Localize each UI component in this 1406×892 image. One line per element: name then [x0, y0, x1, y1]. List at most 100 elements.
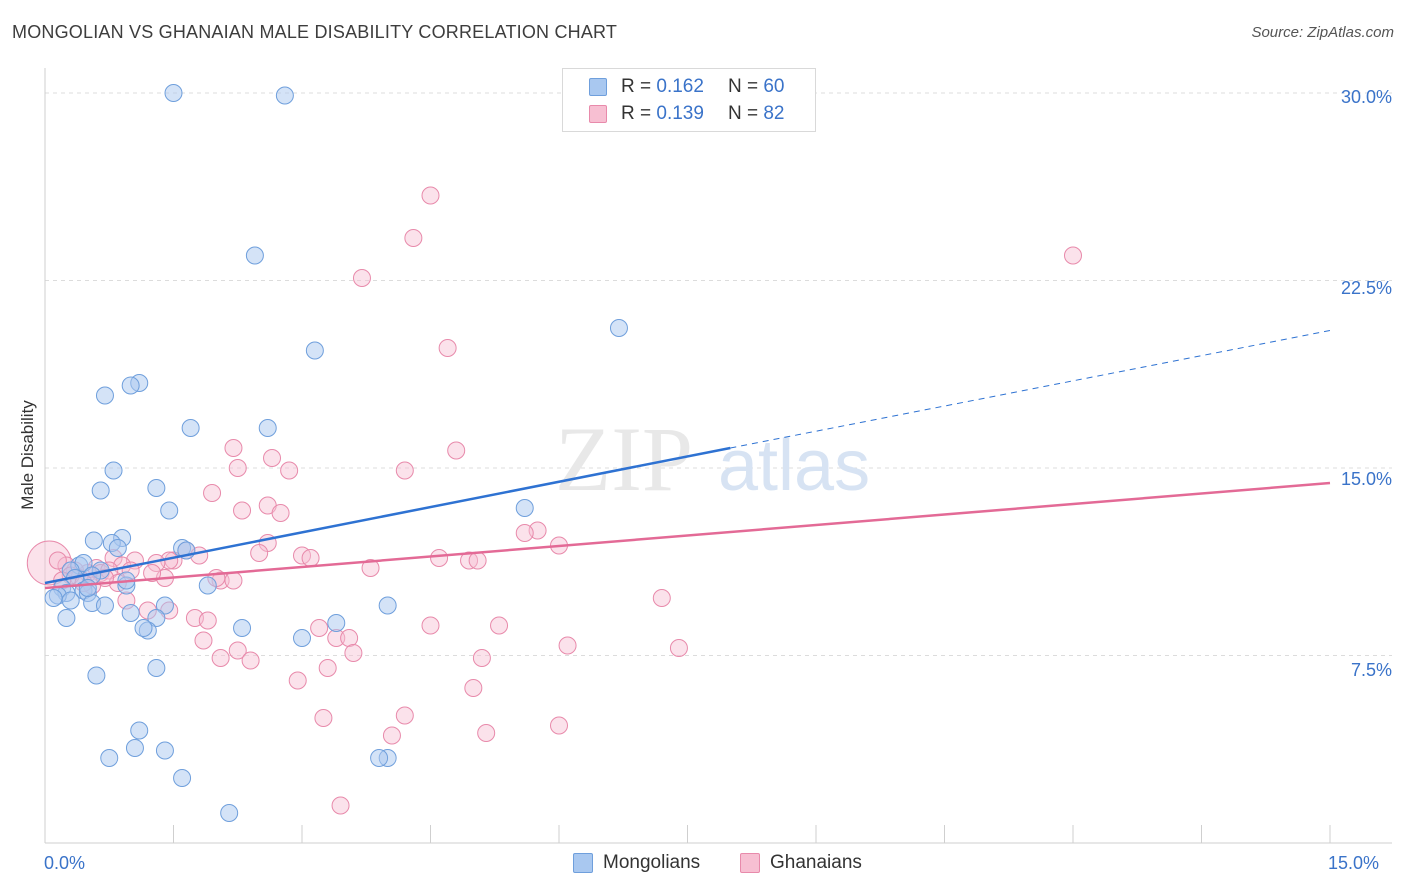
mongolian-point [155, 596, 174, 615]
ghanaian-point [228, 641, 247, 660]
ghanaian-point [224, 571, 243, 590]
y-tick-30: 30.0% [1340, 87, 1392, 107]
watermark-atlas: atlas [718, 426, 870, 506]
mongolian-point [327, 614, 346, 632]
ghanaian-point [669, 639, 688, 657]
mongolian-point [134, 619, 153, 637]
ghanaian-point [404, 229, 423, 247]
mongolian-point [609, 319, 628, 337]
ghanaian-point [318, 659, 337, 677]
mongolian-point [147, 609, 166, 627]
source-label: Source: ZipAtlas.com [1251, 24, 1394, 41]
ghanaian-point [271, 504, 290, 522]
mongolian-point [125, 739, 144, 757]
ghanaian-point [558, 636, 577, 655]
ghanaian-point [314, 709, 333, 727]
mongolian-point [104, 461, 123, 480]
mongolian-point [61, 591, 80, 610]
mongolian-point [91, 481, 110, 500]
ghanaian-point [301, 549, 320, 567]
legend-n-value: 82 [763, 103, 785, 124]
mongolian-point [121, 376, 140, 395]
mongolian-point [87, 666, 106, 685]
ghanaian-point [48, 551, 67, 570]
mongolian-point [258, 419, 277, 437]
ghanaian-point [652, 589, 671, 607]
watermark: ZIP atlas [555, 408, 870, 510]
series-legend: Mongolians Ghanaians [0, 852, 1406, 876]
legend-row-mongolians: R = 0.162 N = 60 [563, 74, 784, 100]
mongolian-point [515, 499, 534, 517]
mongolian-point [95, 386, 114, 405]
mongolian-point [155, 741, 174, 760]
legend-swatch-blue [589, 78, 607, 96]
ghanaian-point [233, 501, 252, 520]
ghanaian-point [421, 186, 440, 205]
mongolian-point [181, 419, 200, 437]
ghanaian-point [310, 619, 329, 637]
ghanaian-point [421, 616, 440, 635]
ghanaian-point [472, 649, 491, 667]
mongolian-point [95, 596, 114, 615]
legend-item-ghanaians[interactable]: Ghanaians [740, 852, 862, 874]
mongolian-point [78, 579, 97, 597]
trend-lines [44, 330, 1331, 590]
legend-r-value: 0.162 [656, 76, 704, 97]
ghanaian-point [395, 461, 414, 480]
legend-r-value: 0.139 [656, 103, 704, 124]
ghanaian-point [331, 796, 350, 815]
ghanaian-point [352, 269, 371, 287]
axes [44, 68, 1392, 844]
legend-r-label: R = [621, 76, 652, 97]
y-tick-7-5: 7.5% [1350, 660, 1392, 680]
mongolian-point [198, 576, 217, 595]
mongolian-point [130, 721, 149, 740]
ghanaian-point [280, 461, 299, 480]
legend-item-mongolians[interactable]: Mongolians [573, 852, 700, 874]
y-tick-15: 15.0% [1340, 469, 1392, 489]
ghanaian-point [203, 484, 222, 502]
ghanaian-point [447, 441, 466, 460]
mongolian-point [108, 539, 127, 557]
ghanaian-point [198, 611, 217, 630]
mongolian-point [160, 501, 179, 520]
mongolian-trendline-extension [730, 330, 1331, 449]
ghanaian-point [340, 629, 359, 647]
mongolian-point [164, 84, 183, 102]
ghanaian-point [224, 439, 243, 457]
legend-n-label: N = [727, 103, 759, 124]
ghanaian-point [490, 616, 509, 635]
ghanaian-point [468, 551, 487, 570]
ghanaian-point [382, 726, 401, 745]
mongolian-point [370, 749, 389, 767]
mongolian-point [293, 629, 311, 647]
x-tick-min: 0.0% [44, 853, 86, 873]
correlation-legend: R = 0.162 N = 60 R = 0.139 N = 82 [562, 68, 816, 132]
legend-label-ghanaians: Ghanaians [770, 852, 862, 873]
ghanaian-point [194, 631, 213, 650]
ghanaian-trendline [44, 481, 1331, 590]
ghanaian-point [241, 651, 260, 670]
legend-n-label: N = [727, 76, 759, 97]
legend-row-ghanaians: R = 0.139 N = 82 [563, 101, 784, 127]
ghanaian-point [1064, 246, 1082, 265]
mongolian-trendline [44, 446, 731, 585]
legend-swatch-blue [573, 853, 593, 873]
mongolian-point [100, 749, 119, 767]
mongolian-point [220, 804, 239, 822]
ghanaian-point [430, 549, 449, 567]
mongolian-point [275, 86, 294, 105]
mongolian-point [245, 246, 264, 265]
legend-n-value: 60 [763, 76, 785, 97]
ghanaian-point [361, 559, 380, 577]
x-tick-max: 15.0% [1328, 853, 1380, 873]
ghanaian-point [395, 706, 414, 725]
ghanaian-point [211, 649, 230, 667]
ghanaian-point [464, 679, 483, 697]
ghanaian-point [550, 716, 568, 735]
chart-title: MONGOLIAN VS GHANAIAN MALE DISABILITY CO… [12, 22, 618, 42]
ghanaian-point [288, 671, 307, 690]
mongolian-point [378, 596, 397, 615]
grid-lines [45, 92, 1392, 656]
